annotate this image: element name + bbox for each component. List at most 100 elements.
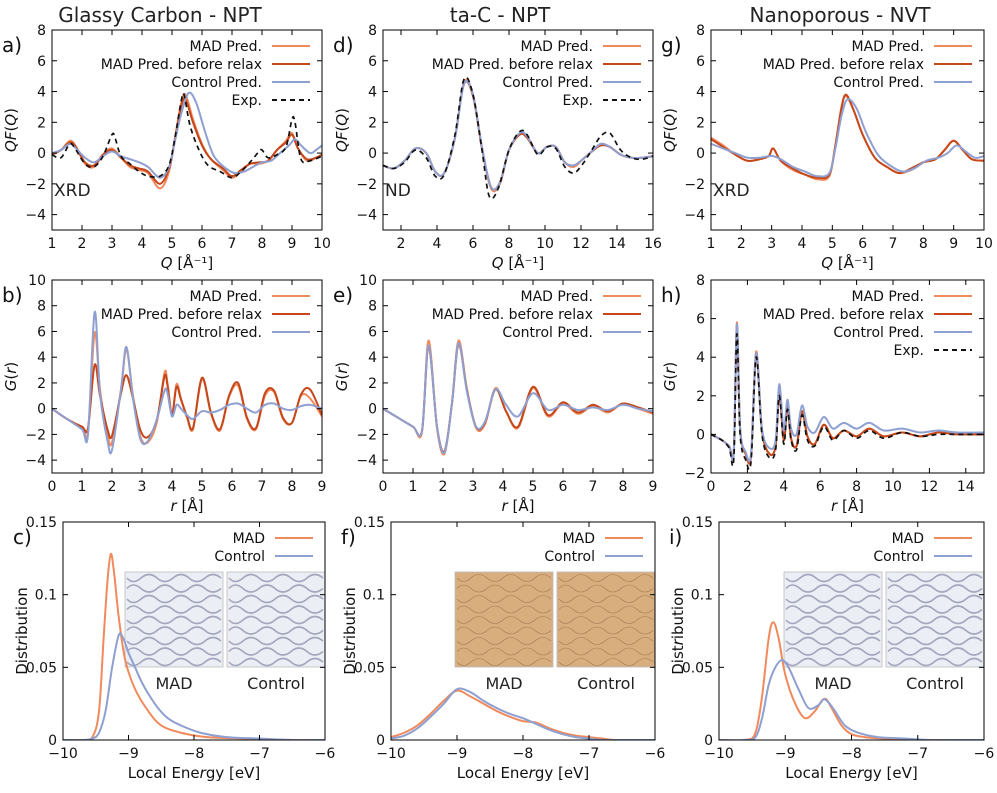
x-tick-label: −9 <box>118 746 139 762</box>
x-tick-label: 0 <box>379 479 388 495</box>
x-tick-label: 6 <box>858 236 867 252</box>
x-tick-label: −8 <box>513 746 534 762</box>
y-tick-label: −4 <box>684 208 705 224</box>
y-tick-label: 6 <box>696 54 705 70</box>
x-axis-label: Local Energy [eV] <box>457 764 589 782</box>
x-axis-label: r [Å] <box>171 496 204 515</box>
y-axis-label: G(r) <box>333 362 351 392</box>
legend-label: Control Pred. <box>171 75 262 91</box>
x-tick-label: −10 <box>704 746 734 762</box>
y-axis-label: QF(Q) <box>333 108 351 152</box>
y-tick-label: 4 <box>37 85 46 101</box>
column-title-nanoporous: Nanoporous - NVT <box>750 3 932 27</box>
x-tick-label: 1 <box>48 236 57 252</box>
panel-label-i: i) <box>669 525 682 549</box>
measurement-annotation: XRD <box>713 181 750 201</box>
legend-label: MAD Pred. <box>852 39 924 55</box>
y-tick-label: 10 <box>28 273 46 289</box>
legend: MAD Pred. MAD Pred. before relax Control P… <box>432 39 641 109</box>
y-tick-label: −4 <box>356 453 377 469</box>
y-tick-label: 2 <box>37 376 46 392</box>
y-tick-label: 0 <box>704 733 713 749</box>
plot-frame <box>382 279 654 474</box>
y-tick-label: −4 <box>25 453 46 469</box>
x-tick-label: 7 <box>258 479 267 495</box>
x-tick-label: 8 <box>288 479 297 495</box>
y-tick-label: 0 <box>368 402 377 418</box>
x-axis-label: Local Energy [eV] <box>128 764 260 782</box>
legend-label: Control Pred. <box>171 325 262 341</box>
y-tick-label: −2 <box>684 177 705 193</box>
legend-label: MAD Pred. before relax <box>101 57 262 73</box>
y-axis-label: Distribution <box>341 587 359 675</box>
x-tick-label: 1 <box>409 479 418 495</box>
series-control-pred-line <box>383 342 653 455</box>
legend: MAD Control <box>214 531 313 565</box>
y-tick-label: 8 <box>696 23 705 39</box>
x-axis-label: r [Å] <box>831 496 864 515</box>
inset-label-mad: MAD <box>155 674 192 693</box>
panel-label-f: f) <box>341 525 356 549</box>
x-tick-label: 5 <box>529 479 538 495</box>
series-group-c <box>63 552 325 740</box>
legend: MAD Pred. MAD Pred. before relax Control P… <box>101 39 310 109</box>
panel-e: 0 1 2 3 4 5 6 7 8 9 −4 −2 0 2 4 6 8 10 r [Å] G(r) e) MAD Pred… <box>333 273 657 515</box>
x-tick-label: −6 <box>315 746 336 762</box>
inset-label-mad: MAD <box>814 674 851 693</box>
legend-label: Control <box>214 549 265 565</box>
x-tick-label: −6 <box>974 746 995 762</box>
legend-label: MAD Pred. before relax <box>763 307 924 323</box>
x-tick-label: 3 <box>469 479 478 495</box>
legend: MAD Pred. MAD Pred. before relax Control P… <box>763 289 972 359</box>
x-tick-label: 10 <box>313 236 331 252</box>
panel-f: MAD Control −10 −9 −8 −7 −6 0 0.05 0.1 0.15 Local E… <box>341 515 665 782</box>
structure-inset-control <box>885 571 985 668</box>
y-tick-label: 0 <box>696 146 705 162</box>
x-tick-label: 8 <box>258 236 267 252</box>
series-mad-line <box>391 689 655 740</box>
y-tick-label: −4 <box>356 208 377 224</box>
y-tick-label: −2 <box>25 177 46 193</box>
x-tick-label: 7 <box>228 236 237 252</box>
inset-label-control: Control <box>247 674 305 693</box>
legend-label: MAD Pred. before relax <box>432 57 593 73</box>
y-tick-label: 8 <box>37 299 46 315</box>
x-tick-label: 10 <box>975 236 993 252</box>
y-tick-label: 2 <box>368 376 377 392</box>
y-tick-label: 8 <box>368 23 377 39</box>
panel-label-b: b) <box>2 283 23 307</box>
legend-label: MAD Pred. <box>852 289 924 305</box>
column-title-ta-c: ta-C - NPT <box>450 3 551 27</box>
x-tick-label: 7 <box>889 236 898 252</box>
x-tick-label: −9 <box>447 746 468 762</box>
x-tick-label: 2 <box>737 236 746 252</box>
legend: MAD Pred. MAD Pred. before relax Control P… <box>432 289 641 341</box>
x-tick-label: 4 <box>168 479 177 495</box>
y-tick-label: 0 <box>37 146 46 162</box>
series-group-h <box>711 321 984 471</box>
plot-frame <box>51 279 323 474</box>
x-tick-label: 14 <box>608 236 626 252</box>
structure-inset-control <box>556 571 656 668</box>
y-tick-label: 4 <box>368 85 377 101</box>
legend-label: MAD Pred. before relax <box>101 307 262 323</box>
legend-label: Control Pred. <box>833 325 924 341</box>
y-tick-label: 8 <box>368 299 377 315</box>
y-tick-label: 4 <box>368 350 377 366</box>
y-axis-label: QF(Q) <box>661 108 679 152</box>
x-tick-label: 7 <box>589 479 598 495</box>
y-tick-label: 2 <box>696 115 705 131</box>
y-tick-label: 0 <box>48 733 57 749</box>
plot-frame <box>710 29 985 231</box>
x-tick-label: 2 <box>78 236 87 252</box>
x-tick-label: 9 <box>318 479 327 495</box>
x-tick-label: 1 <box>707 236 716 252</box>
x-tick-label: −6 <box>645 746 666 762</box>
legend-label: Exp. <box>894 343 924 359</box>
x-tick-label: 9 <box>949 236 958 252</box>
x-tick-label: 16 <box>644 236 662 252</box>
y-tick-label: 0 <box>368 146 377 162</box>
legend-label: MAD <box>892 531 924 547</box>
x-axis-label: Q [Å⁻¹] <box>821 253 873 272</box>
